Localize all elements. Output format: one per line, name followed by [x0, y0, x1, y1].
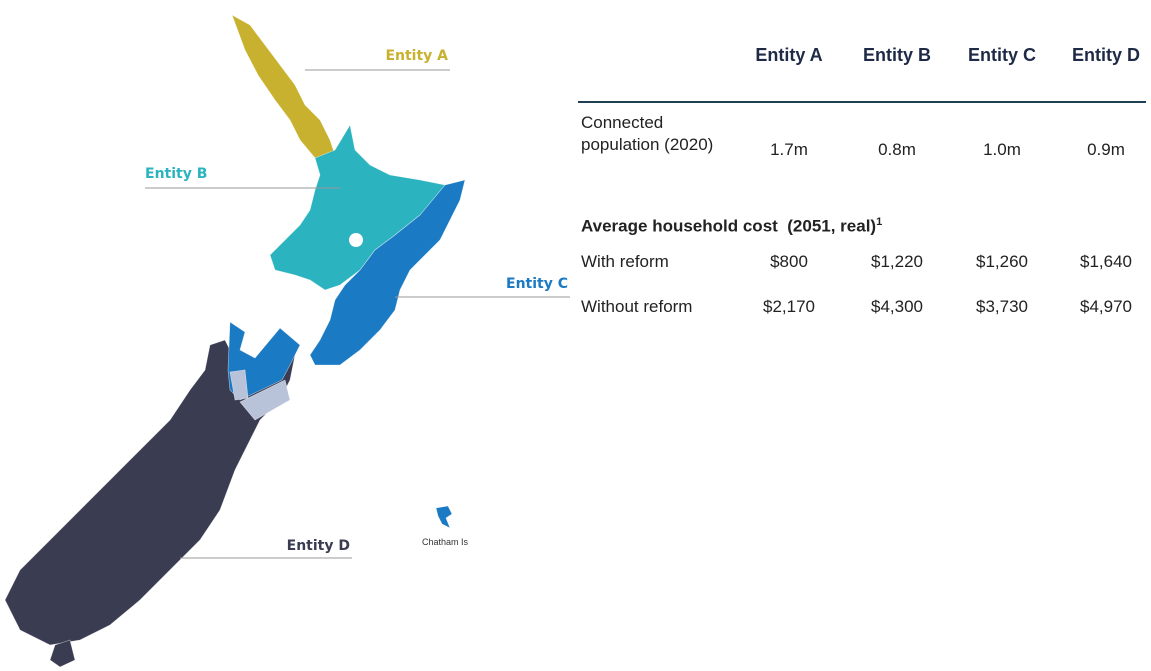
section-title: Average household cost (2051, real)1 [581, 216, 882, 237]
col-header: Entity D [1071, 45, 1140, 65]
col-header: Entity A [755, 45, 823, 65]
chatham-islands [435, 505, 453, 529]
lake-taupo [349, 233, 363, 247]
header-rule [578, 101, 1146, 103]
cell: $4,970 [1080, 297, 1132, 316]
cell: 0.9m [1087, 140, 1125, 159]
cell: $1,220 [871, 252, 923, 271]
region-b [269, 124, 446, 291]
col-header: Entity C [967, 45, 1036, 65]
col-header: Entity B [862, 45, 931, 65]
footnote-mark: 1 [876, 216, 883, 228]
map-label: Entity A [385, 48, 448, 64]
cell: 1.0m [983, 140, 1021, 159]
cell: $1,640 [1080, 252, 1132, 271]
stewart-island [49, 639, 76, 668]
row-label: Connected population (2020) [581, 113, 714, 154]
map-label: Entity C [506, 276, 568, 292]
cell: $4,300 [871, 297, 923, 316]
section-title-text: Average household cost (2051, real) [581, 216, 877, 236]
row-label: With reform [581, 252, 669, 271]
cell: 1.7m [770, 140, 808, 159]
map-note: Chatham Is [422, 537, 469, 547]
cell: $1,260 [976, 252, 1028, 271]
region-c [309, 179, 466, 366]
map-label: Entity D [287, 538, 350, 554]
map-label: Entity B [145, 166, 207, 182]
cell: $3,730 [976, 297, 1028, 316]
row-label: Without reform [581, 297, 693, 316]
region-grey [239, 379, 291, 421]
cell: $2,170 [763, 297, 815, 316]
map: Entity A Entity B Entity C Entity D Chat… [4, 14, 570, 668]
cell: $800 [770, 252, 808, 271]
region-a [231, 14, 336, 159]
cell: 0.8m [878, 140, 916, 159]
